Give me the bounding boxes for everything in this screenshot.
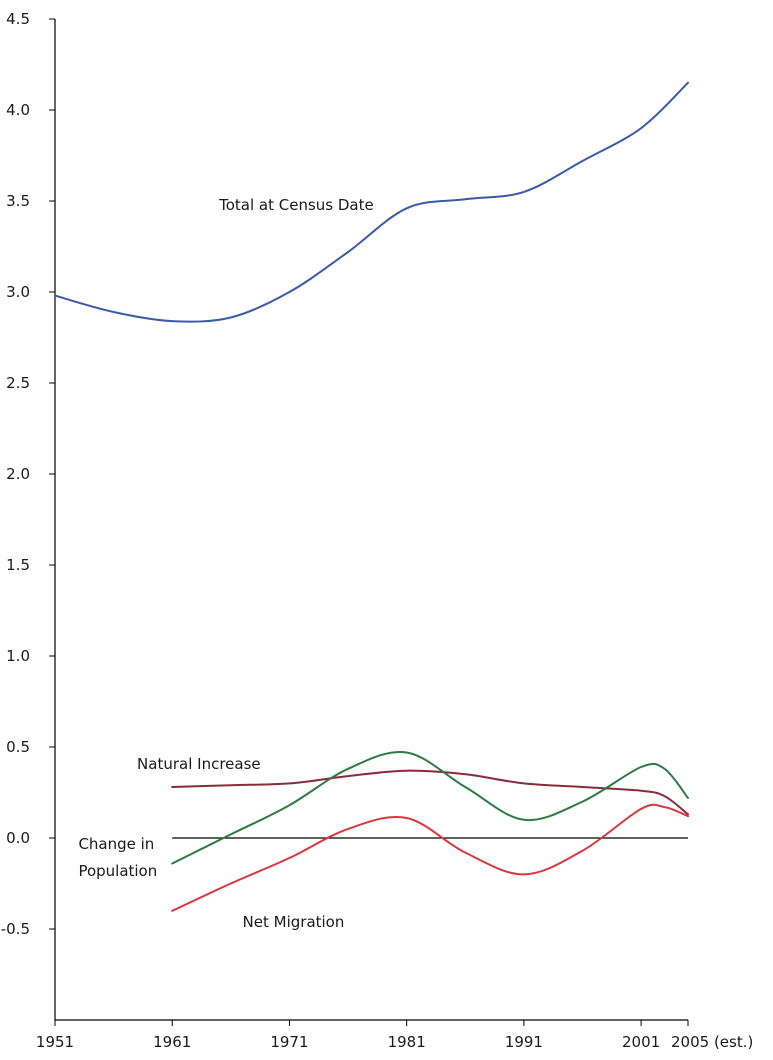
net-migration-line (171, 803, 689, 912)
y-tick-label: 1.0 (6, 647, 30, 665)
series-label: Change in (78, 835, 154, 853)
x-tick-label: 1991 (505, 1033, 543, 1051)
natural-increase-line (171, 769, 689, 816)
y-tick-label: 0.5 (6, 738, 30, 756)
y-tick-label: 4.5 (6, 10, 30, 28)
total-at-census-date-line (54, 81, 689, 323)
y-tick-label: 2.5 (6, 374, 30, 392)
series-label-layer: Total at Census Date Natural Increase Chan… (78, 196, 373, 931)
series-label: Net Migration (243, 913, 345, 931)
x-tick-label: 1951 (36, 1033, 74, 1051)
x-tick-label: 1971 (270, 1033, 308, 1051)
y-tick-label: 1.5 (6, 556, 30, 574)
y-tick-label: 0.0 (6, 829, 30, 847)
x-tick-label: 1961 (153, 1033, 191, 1051)
y-tick-label: -0.5 (1, 920, 30, 938)
y-tick-label: 2.0 (6, 465, 30, 483)
y-tick-label: 3.0 (6, 283, 30, 301)
x-tick-label: 2005 (est.) (671, 1033, 753, 1051)
series-label: Total at Census Date (218, 196, 374, 214)
y-tick-label: 3.5 (6, 192, 30, 210)
y-axis: 4.5 4.0 3.5 3.0 2.5 2.0 1.5 1.0 0.5 0.0 -0.5 (1, 10, 688, 1020)
series-layer (54, 81, 689, 912)
x-tick-label: 2001 (622, 1033, 660, 1051)
x-tick-label: 1981 (388, 1033, 426, 1051)
x-axis: 1951 1961 1971 1981 1991 2001 2005 (est.) (36, 1019, 753, 1051)
series-label: Natural Increase (137, 755, 261, 773)
y-tick-label: 4.0 (6, 101, 30, 119)
series-label: Population (78, 862, 157, 880)
change-in-population-line (171, 750, 689, 865)
